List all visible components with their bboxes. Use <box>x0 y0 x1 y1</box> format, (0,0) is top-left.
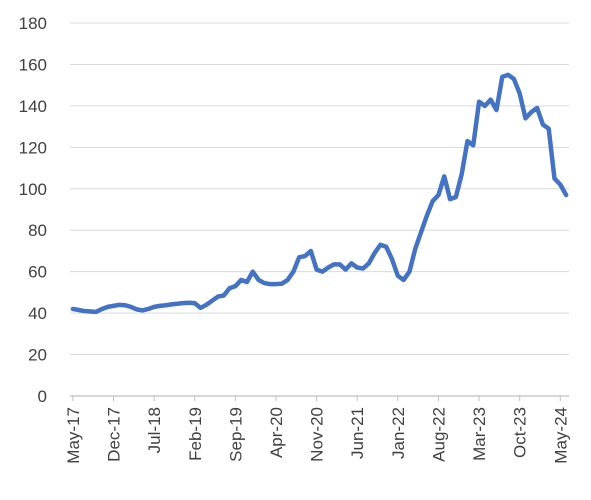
y-tick-labels: 0 20 40 60 80 100 120 140 160 180 <box>19 14 47 406</box>
series-line-0 <box>70 72 569 315</box>
x-tick-label-Jan-22: Jan-22 <box>389 407 408 459</box>
x-axis <box>70 395 569 401</box>
x-tick-label-Sep-19: Sep-19 <box>226 407 245 462</box>
y-tick-label-140: 140 <box>19 97 47 116</box>
x-tick-label-Apr-20: Apr-20 <box>267 407 286 458</box>
x-tick-label-Jul-18: Jul-18 <box>145 407 164 453</box>
y-tick-label-40: 40 <box>28 304 47 323</box>
x-tick-label-May-24: May-24 <box>551 407 570 464</box>
grid-lines <box>70 22 569 356</box>
y-tick-label-0: 0 <box>38 387 47 406</box>
x-tick-label-Dec-17: Dec-17 <box>105 407 124 462</box>
x-tick-label-Mar-23: Mar-23 <box>470 407 489 461</box>
x-tick-label-Jun-21: Jun-21 <box>348 407 367 459</box>
x-tick-label-Nov-20: Nov-20 <box>308 407 327 462</box>
y-tick-label-160: 160 <box>19 55 47 74</box>
x-tick-labels: May-17 Dec-17 Jul-18 Feb-19 Sep-19 Apr-20 Nov-… <box>64 407 570 464</box>
y-tick-label-20: 20 <box>28 346 47 365</box>
y-tick-label-120: 120 <box>19 138 47 157</box>
x-tick-label-Oct-23: Oct-23 <box>511 407 530 458</box>
x-tick-label-Aug-22: Aug-22 <box>429 407 448 462</box>
y-tick-label-100: 100 <box>19 180 47 199</box>
x-tick-label-May-17: May-17 <box>64 407 83 464</box>
y-tick-label-180: 180 <box>19 14 47 33</box>
series-layer <box>70 72 569 315</box>
y-tick-label-80: 80 <box>28 221 47 240</box>
x-tick-label-Feb-19: Feb-19 <box>186 407 205 461</box>
y-tick-label-60: 60 <box>28 263 47 282</box>
